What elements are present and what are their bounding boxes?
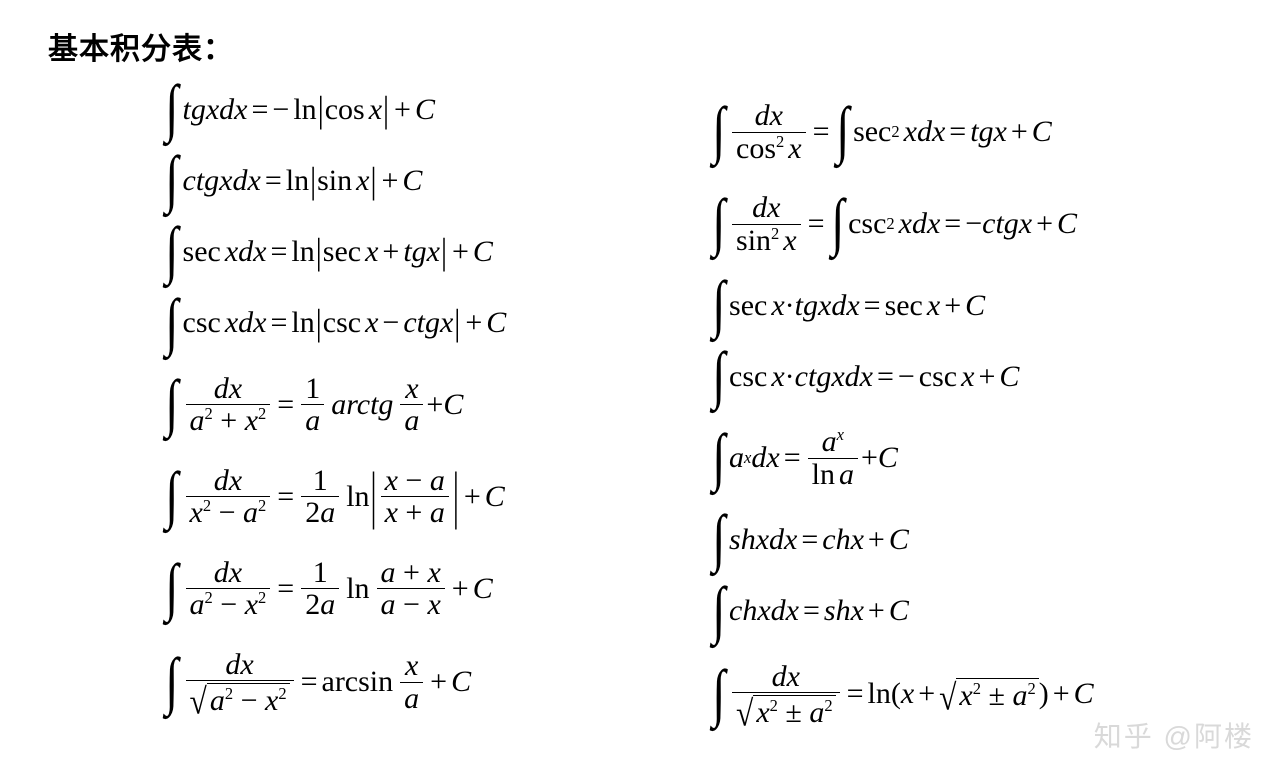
formula-columns: ∫ tgxdx=−ln|cosx|+C ∫ ctgxdx=ln|sinx|+C … bbox=[48, 74, 1236, 742]
formula-l2: ∫ ctgxdx=ln|sinx|+C bbox=[163, 155, 690, 206]
formula-r5: ∫ axdx= axlna +C bbox=[710, 426, 1237, 490]
integral-icon: ∫ bbox=[712, 104, 725, 155]
integral-icon: ∫ bbox=[165, 377, 178, 428]
formula-l8: ∫ dx√a2 − x2 =arcsin xa +C bbox=[163, 649, 690, 716]
page-title: 基本积分表： bbox=[48, 24, 1236, 68]
left-column: ∫ tgxdx=−ln|cosx|+C ∫ ctgxdx=ln|sinx|+C … bbox=[48, 74, 690, 730]
integral-icon: ∫ bbox=[836, 104, 849, 155]
formula-r3: ∫ secx · tgxdx=secx+C bbox=[710, 280, 1237, 331]
watermark: 知乎 @阿楼 bbox=[1094, 715, 1254, 755]
integral-icon: ∫ bbox=[712, 512, 725, 563]
page: 基本积分表： ∫ tgxdx=−ln|cosx|+C ∫ ctgxdx=ln|s… bbox=[0, 0, 1284, 769]
formula-r4: ∫ cscx · ctgxdx=−cscx+C bbox=[710, 351, 1237, 402]
integral-icon: ∫ bbox=[165, 469, 178, 520]
integral-icon: ∫ bbox=[165, 153, 178, 204]
right-column: ∫ dxcos2x = ∫ sec2xdx=tgx+C ∫ dxsin2x = … bbox=[690, 74, 1237, 742]
integral-icon: ∫ bbox=[165, 655, 178, 706]
formula-r6: ∫ shxdx=chx+C bbox=[710, 514, 1237, 565]
integral-icon: ∫ bbox=[165, 82, 178, 133]
integral-icon: ∫ bbox=[831, 196, 844, 247]
formula-r2: ∫ dxsin2x = ∫ csc2xdx=−ctgx+C bbox=[710, 192, 1237, 256]
formula-l3: ∫ secxdx=ln|secx+tgx|+C bbox=[163, 226, 690, 277]
formula-l4: ∫ cscxdx=ln|cscx−ctgx|+C bbox=[163, 298, 690, 349]
integral-icon: ∫ bbox=[712, 196, 725, 247]
integral-icon: ∫ bbox=[712, 349, 725, 400]
formula-r7: ∫ chxdx=shx+C bbox=[710, 586, 1237, 637]
formula-l7: ∫ dxa2 − x2 = 12a ln a + xa − x +C bbox=[163, 557, 690, 621]
integral-icon: ∫ bbox=[712, 667, 725, 718]
formula-l6: ∫ dxx2 − a2 = 12a ln | x − ax + a | +C bbox=[163, 465, 690, 529]
integral-icon: ∫ bbox=[165, 224, 178, 275]
integral-icon: ∫ bbox=[712, 431, 725, 482]
formula-l1: ∫ tgxdx=−ln|cosx|+C bbox=[163, 84, 690, 135]
integral-icon: ∫ bbox=[712, 278, 725, 329]
integral-icon: ∫ bbox=[165, 561, 178, 612]
formula-l5: ∫ dxa2 + x2 = 1a arctg xa +C bbox=[163, 373, 690, 437]
integral-icon: ∫ bbox=[712, 584, 725, 635]
integral-icon: ∫ bbox=[165, 296, 178, 347]
formula-r1: ∫ dxcos2x = ∫ sec2xdx=tgx+C bbox=[710, 100, 1237, 164]
